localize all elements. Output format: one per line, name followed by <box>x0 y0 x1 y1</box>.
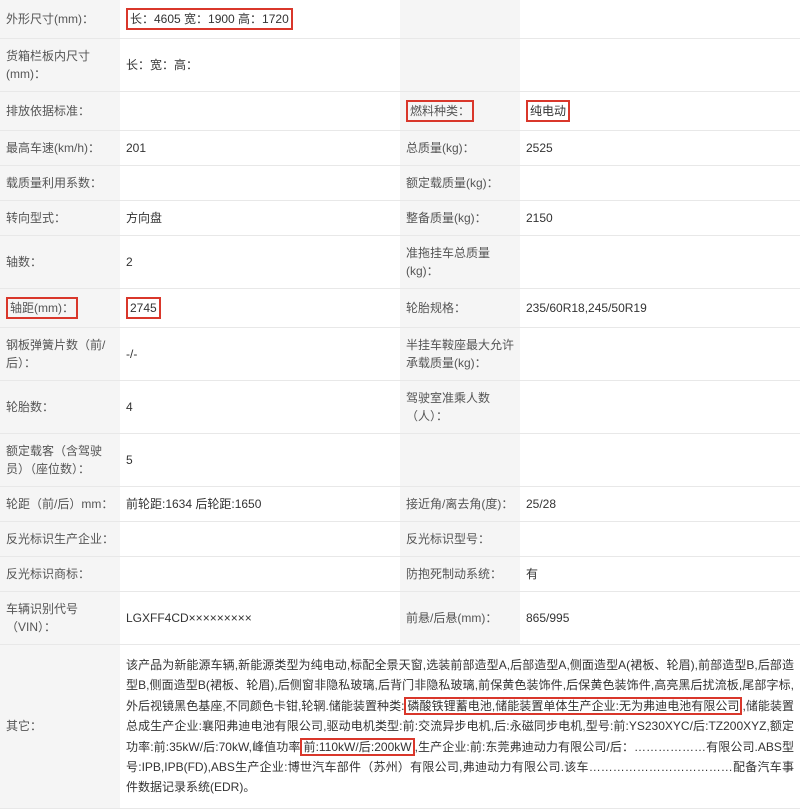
spec-value: 纯电动 <box>520 92 800 131</box>
spec-label: 防抱死制动系统： <box>400 557 520 592</box>
spec-label: 货箱栏板内尺寸(mm)： <box>0 39 120 92</box>
table-row: 载质量利用系数： 额定载质量(kg)： <box>0 166 800 201</box>
spec-value: 前轮距:1634 后轮距:1650 <box>120 487 400 522</box>
highlight-box: 纯电动 <box>526 100 570 122</box>
spec-label: 轮胎数： <box>0 381 120 434</box>
spec-label: 车辆识别代号（VIN）： <box>0 592 120 645</box>
highlight-box: 燃料种类： <box>406 100 474 122</box>
spec-value <box>520 522 800 557</box>
spec-label: 反光标识商标： <box>0 557 120 592</box>
spec-label: 转向型式： <box>0 201 120 236</box>
spec-label: 接近角/离去角(度)： <box>400 487 520 522</box>
highlight-box: 前:110kW/后:200kW <box>300 738 414 756</box>
spec-value <box>120 557 400 592</box>
highlight-box: 磷酸铁锂蓄电池,储能装置单体生产企业:无为弗迪电池有限公司 <box>404 697 742 715</box>
spec-value: 865/995 <box>520 592 800 645</box>
spec-label: 轮胎规格： <box>400 289 520 328</box>
spec-value <box>520 328 800 381</box>
table-row: 最高车速(km/h)：201总质量(kg)：2525 <box>0 131 800 166</box>
spec-label: 轴数： <box>0 236 120 289</box>
spec-value: LGXFF4CD××××××××× <box>120 592 400 645</box>
table-row: 外形尺寸(mm)： 长：4605 宽：1900 高：1720 <box>0 0 800 39</box>
spec-label: 总质量(kg)： <box>400 131 520 166</box>
spec-value: 有 <box>520 557 800 592</box>
spec-label: 排放依据标准： <box>0 92 120 131</box>
table-row: 排放依据标准： 燃料种类： 纯电动 <box>0 92 800 131</box>
spec-label: 反光标识型号： <box>400 522 520 557</box>
highlight-box: 轴距(mm)： <box>6 297 78 319</box>
spec-label: 燃料种类： <box>400 92 520 131</box>
spec-label: 额定载质量(kg)： <box>400 166 520 201</box>
spec-label: 反光标识生产企业： <box>0 522 120 557</box>
spec-value <box>520 39 800 92</box>
spec-label: 准拖挂车总质量(kg)： <box>400 236 520 289</box>
spec-label: 载质量利用系数： <box>0 166 120 201</box>
table-row: 轴数：2准拖挂车总质量(kg)： <box>0 236 800 289</box>
table-row: 轮距（前/后）mm：前轮距:1634 后轮距:1650接近角/离去角(度)：25… <box>0 487 800 522</box>
spec-value: 201 <box>120 131 400 166</box>
spec-value <box>520 236 800 289</box>
table-row: 轮胎数：4驾驶室准乘人数（人）： <box>0 381 800 434</box>
spec-label: 最高车速(km/h)： <box>0 131 120 166</box>
spec-value: 4 <box>120 381 400 434</box>
spec-value: 25/28 <box>520 487 800 522</box>
spec-label: 钢板弹簧片数（前/后）： <box>0 328 120 381</box>
spec-value: 2 <box>120 236 400 289</box>
table-row: 转向型式：方向盘整备质量(kg)：2150 <box>0 201 800 236</box>
spec-label: 半挂车鞍座最大允许承载质量(kg)： <box>400 328 520 381</box>
spec-label: 其它： <box>0 645 120 809</box>
spec-label <box>400 0 520 39</box>
spec-value: 235/60R18,245/50R19 <box>520 289 800 328</box>
spec-value: 2525 <box>520 131 800 166</box>
spec-label: 轮距（前/后）mm： <box>0 487 120 522</box>
highlight-box: 长：4605 宽：1900 高：1720 <box>126 8 293 30</box>
spec-label: 前悬/后悬(mm)： <box>400 592 520 645</box>
spec-value: 长：4605 宽：1900 高：1720 <box>120 0 400 39</box>
spec-table: 外形尺寸(mm)： 长：4605 宽：1900 高：1720 货箱栏板内尺寸(mm)… <box>0 0 800 809</box>
table-row: 货箱栏板内尺寸(mm)：长：宽：高： <box>0 39 800 92</box>
spec-description: 该产品为新能源车辆,新能源类型为纯电动,标配全景天窗,选装前部造型A,后部造型A… <box>120 645 800 809</box>
spec-label: 轴距(mm)： <box>0 289 120 328</box>
spec-value: 2150 <box>520 201 800 236</box>
spec-value: 5 <box>120 434 400 487</box>
spec-value <box>520 434 800 487</box>
spec-value <box>120 522 400 557</box>
spec-label: 驾驶室准乘人数（人）： <box>400 381 520 434</box>
spec-value <box>520 0 800 39</box>
spec-value <box>520 166 800 201</box>
spec-value <box>520 381 800 434</box>
spec-label <box>400 434 520 487</box>
table-row: 钢板弹簧片数（前/后）：-/-半挂车鞍座最大允许承载质量(kg)： <box>0 328 800 381</box>
highlight-box: 2745 <box>126 297 161 319</box>
table-row-description: 其它：该产品为新能源车辆,新能源类型为纯电动,标配全景天窗,选装前部造型A,后部… <box>0 645 800 809</box>
spec-label <box>400 39 520 92</box>
spec-value: -/- <box>120 328 400 381</box>
spec-value: 方向盘 <box>120 201 400 236</box>
spec-value: 长：宽：高： <box>120 39 400 92</box>
spec-value: 2745 <box>120 289 400 328</box>
table-row: 反光标识生产企业： 反光标识型号： <box>0 522 800 557</box>
table-row: 反光标识商标： 防抱死制动系统：有 <box>0 557 800 592</box>
spec-value <box>120 92 400 131</box>
table-row: 轴距(mm)： 2745 轮胎规格：235/60R18,245/50R19 <box>0 289 800 328</box>
spec-label: 额定载客（含驾驶员）（座位数）： <box>0 434 120 487</box>
table-row: 额定载客（含驾驶员）（座位数）：5 <box>0 434 800 487</box>
spec-label: 整备质量(kg)： <box>400 201 520 236</box>
table-row: 车辆识别代号（VIN）：LGXFF4CD×××××××××前悬/后悬(mm)：8… <box>0 592 800 645</box>
spec-value <box>120 166 400 201</box>
spec-label: 外形尺寸(mm)： <box>0 0 120 39</box>
